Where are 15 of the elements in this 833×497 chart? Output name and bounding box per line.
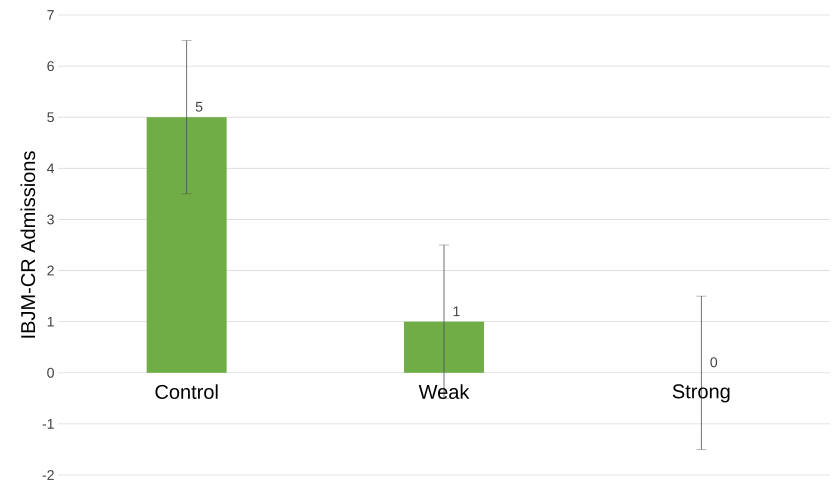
- y-tick-label: -2: [42, 470, 54, 480]
- y-tick-label: 1: [48, 316, 54, 326]
- y-tick-label: 4: [47, 164, 54, 174]
- data-label: 0: [710, 357, 718, 368]
- data-label: 5: [196, 102, 202, 112]
- y-tick-label: 0: [47, 368, 54, 378]
- x-tick-label: Control: [155, 384, 218, 399]
- y-axis-title: IBJM-CR Admissions: [20, 151, 36, 338]
- y-tick-label: 3: [47, 214, 54, 224]
- y-tick-label: 6: [47, 61, 54, 72]
- y-tick-label: -1: [42, 419, 54, 429]
- y-tick-label: 2: [47, 266, 54, 276]
- y-tick-label: 7: [47, 10, 54, 20]
- data-label: 1: [454, 306, 460, 316]
- y-tick-label: 5: [47, 112, 54, 122]
